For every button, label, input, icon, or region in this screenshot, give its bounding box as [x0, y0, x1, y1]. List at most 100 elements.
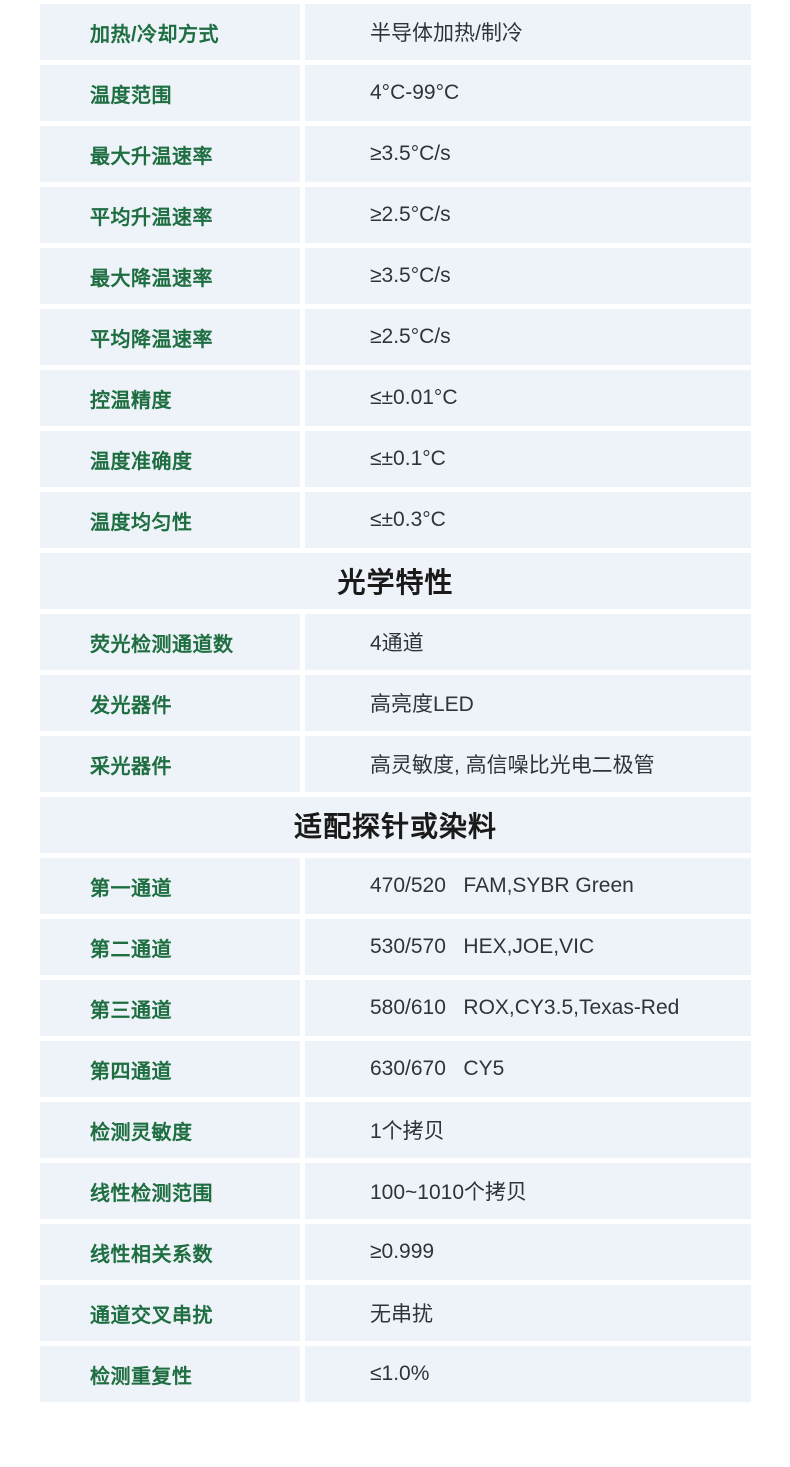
- spec-value-cell: ≤±0.1°C: [305, 431, 751, 487]
- section-title: 光学特性: [337, 567, 454, 598]
- spec-label-cell: 线性相关系数: [40, 1224, 300, 1280]
- spec-value-cell: 530/570 HEX,JOE,VIC: [305, 919, 751, 975]
- spec-row: 平均升温速率 ≥2.5°C/s: [40, 187, 751, 243]
- spec-label-cell: 平均升温速率: [40, 187, 300, 243]
- spec-value: 半导体加热/制冷: [370, 22, 523, 45]
- spec-label-cell: 控温精度: [40, 370, 300, 426]
- spec-value: 470/520 FAM,SYBR Green: [370, 874, 634, 897]
- spec-label-cell: 通道交叉串扰: [40, 1285, 300, 1341]
- spec-row: 第一通道 470/520 FAM,SYBR Green: [40, 858, 751, 914]
- spec-label-cell: 最大降温速率: [40, 248, 300, 304]
- spec-value-cell: 4°C-99°C: [305, 65, 751, 121]
- spec-label-cell: 采光器件: [40, 736, 300, 792]
- spec-value: 高灵敏度, 高信噪比光电二极管: [370, 754, 655, 777]
- spec-label-cell: 线性检测范围: [40, 1163, 300, 1219]
- spec-label-cell: 温度范围: [40, 65, 300, 121]
- spec-row: 第二通道 530/570 HEX,JOE,VIC: [40, 919, 751, 975]
- spec-value-cell: 高灵敏度, 高信噪比光电二极管: [305, 736, 751, 792]
- spec-value-cell: 1个拷贝: [305, 1102, 751, 1158]
- spec-value: 580/610 ROX,CY3.5,Texas-Red: [370, 996, 680, 1019]
- spec-value-cell: ≤1.0%: [305, 1346, 751, 1402]
- spec-value-cell: ≤±0.3°C: [305, 492, 751, 548]
- spec-row: 第三通道 580/610 ROX,CY3.5,Texas-Red: [40, 980, 751, 1036]
- spec-value: 4°C-99°C: [370, 81, 460, 104]
- spec-table: 加热/冷却方式 半导体加热/制冷 温度范围 4°C-99°C 最大升温速率 ≥3…: [40, 4, 751, 1402]
- spec-value: ≤±0.1°C: [370, 447, 446, 470]
- spec-value-cell: 半导体加热/制冷: [305, 4, 751, 60]
- spec-label-cell: 温度均匀性: [40, 492, 300, 548]
- spec-row: 温度准确度 ≤±0.1°C: [40, 431, 751, 487]
- spec-label-cell: 检测灵敏度: [40, 1102, 300, 1158]
- spec-value-cell: ≥2.5°C/s: [305, 309, 751, 365]
- spec-row: 最大升温速率 ≥3.5°C/s: [40, 126, 751, 182]
- spec-row: 温度均匀性 ≤±0.3°C: [40, 492, 751, 548]
- spec-label: 加热/冷却方式: [90, 23, 220, 46]
- spec-value-cell: ≥0.999: [305, 1224, 751, 1280]
- spec-value-cell: 580/610 ROX,CY3.5,Texas-Red: [305, 980, 751, 1036]
- spec-label: 第三通道: [90, 999, 172, 1022]
- spec-label: 线性相关系数: [90, 1243, 213, 1266]
- spec-value: 630/670 CY5: [370, 1057, 505, 1080]
- section-title: 适配探针或染料: [293, 811, 497, 842]
- spec-value: ≤±0.01°C: [370, 386, 458, 409]
- spec-row: 通道交叉串扰 无串扰: [40, 1285, 751, 1341]
- spec-value-cell: ≤±0.01°C: [305, 370, 751, 426]
- spec-row: 线性检测范围 100~1010个拷贝: [40, 1163, 751, 1219]
- spec-value-cell: ≥3.5°C/s: [305, 126, 751, 182]
- spec-value-cell: 100~1010个拷贝: [305, 1163, 751, 1219]
- spec-value-cell: 高亮度LED: [305, 675, 751, 731]
- spec-label: 荧光检测通道数: [90, 633, 234, 656]
- spec-value-cell: ≥3.5°C/s: [305, 248, 751, 304]
- spec-row: 发光器件 高亮度LED: [40, 675, 751, 731]
- spec-label: 平均降温速率: [90, 328, 213, 351]
- spec-label: 控温精度: [90, 389, 172, 412]
- spec-row: 第四通道 630/670 CY5: [40, 1041, 751, 1097]
- spec-label: 检测灵敏度: [90, 1121, 193, 1144]
- spec-row: 线性相关系数 ≥0.999: [40, 1224, 751, 1280]
- spec-label-cell: 第一通道: [40, 858, 300, 914]
- spec-row: 平均降温速率 ≥2.5°C/s: [40, 309, 751, 365]
- spec-label: 第一通道: [90, 877, 172, 900]
- spec-label: 温度均匀性: [90, 511, 193, 534]
- spec-label-cell: 发光器件: [40, 675, 300, 731]
- spec-value: ≥0.999: [370, 1240, 435, 1263]
- spec-label-cell: 检测重复性: [40, 1346, 300, 1402]
- spec-row: 加热/冷却方式 半导体加热/制冷: [40, 4, 751, 60]
- spec-value: ≥3.5°C/s: [370, 142, 451, 165]
- spec-value: 530/570 HEX,JOE,VIC: [370, 935, 595, 958]
- spec-row: 采光器件 高灵敏度, 高信噪比光电二极管: [40, 736, 751, 792]
- spec-label-cell: 第三通道: [40, 980, 300, 1036]
- spec-label: 平均升温速率: [90, 206, 213, 229]
- spec-label-cell: 温度准确度: [40, 431, 300, 487]
- spec-label-cell: 加热/冷却方式: [40, 4, 300, 60]
- spec-value: 4通道: [370, 632, 424, 655]
- spec-value-cell: 630/670 CY5: [305, 1041, 751, 1097]
- spec-label: 检测重复性: [90, 1365, 193, 1388]
- spec-label: 第二通道: [90, 938, 172, 961]
- spec-value-cell: 470/520 FAM,SYBR Green: [305, 858, 751, 914]
- spec-label: 第四通道: [90, 1060, 172, 1083]
- spec-label: 温度准确度: [90, 450, 193, 473]
- spec-row: 检测灵敏度 1个拷贝: [40, 1102, 751, 1158]
- spec-row: 温度范围 4°C-99°C: [40, 65, 751, 121]
- spec-label-cell: 最大升温速率: [40, 126, 300, 182]
- spec-value: ≥3.5°C/s: [370, 264, 451, 287]
- spec-row: 最大降温速率 ≥3.5°C/s: [40, 248, 751, 304]
- section-header: 光学特性: [40, 553, 751, 609]
- spec-label: 温度范围: [90, 84, 172, 107]
- spec-label: 最大降温速率: [90, 267, 213, 290]
- spec-label: 通道交叉串扰: [90, 1304, 213, 1327]
- spec-value: ≥2.5°C/s: [370, 325, 451, 348]
- spec-label-cell: 第四通道: [40, 1041, 300, 1097]
- section-header: 适配探针或染料: [40, 797, 751, 853]
- spec-value: 1个拷贝: [370, 1120, 445, 1143]
- spec-label-cell: 第二通道: [40, 919, 300, 975]
- spec-value-cell: 4通道: [305, 614, 751, 670]
- spec-row: 荧光检测通道数 4通道: [40, 614, 751, 670]
- spec-label: 线性检测范围: [90, 1182, 213, 1205]
- spec-value: ≥2.5°C/s: [370, 203, 451, 226]
- spec-value: 100~1010个拷贝: [370, 1181, 528, 1204]
- spec-value: ≤±0.3°C: [370, 508, 446, 531]
- spec-row: 检测重复性 ≤1.0%: [40, 1346, 751, 1402]
- spec-value-cell: ≥2.5°C/s: [305, 187, 751, 243]
